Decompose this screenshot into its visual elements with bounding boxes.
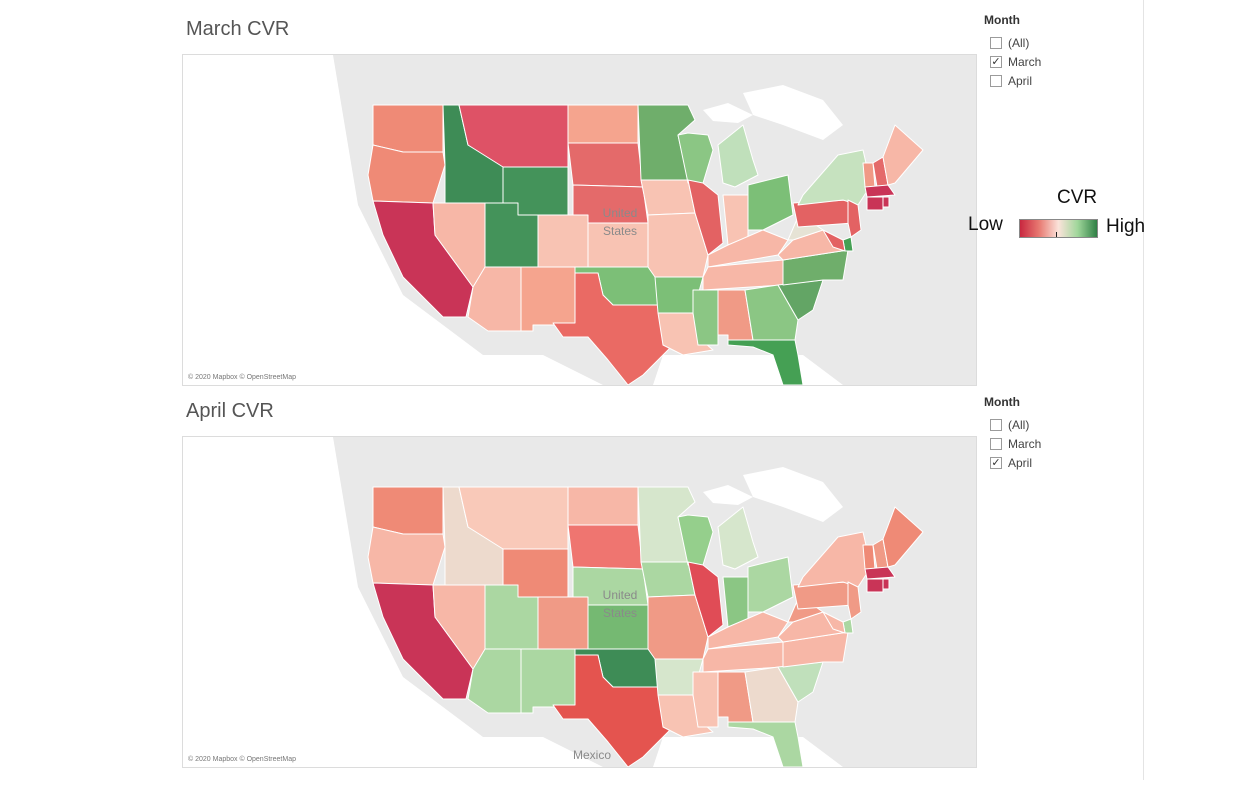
filter-option-all[interactable]: (All): [984, 33, 1124, 52]
country-label-line1: United: [603, 588, 638, 602]
state-co: [537, 596, 589, 650]
state-ia: [640, 179, 696, 216]
gulf-water: [653, 355, 783, 385]
state-ny: [797, 149, 872, 206]
state-wi: [677, 132, 714, 184]
state-ma: [864, 184, 896, 198]
map-attribution: © 2020 Mapbox © OpenStreetMap: [188, 374, 296, 381]
cvr-color-legend: CVR Low High: [965, 183, 1165, 243]
filter-option-label: March: [1008, 54, 1042, 69]
filter-option-april[interactable]: April: [984, 71, 1124, 90]
march-month-filter: Month (All) ✓ March April: [984, 13, 1124, 90]
legend-title: CVR: [1057, 187, 1098, 208]
state-or: [367, 144, 446, 204]
march-map-svg: United States: [333, 55, 976, 385]
state-wa: [372, 486, 444, 535]
gulf-water: [653, 737, 783, 767]
march-cvr-map[interactable]: United States © 2020 Mapbox © OpenStreetM…: [182, 54, 977, 386]
state-sd: [567, 142, 644, 188]
state-ga: [744, 666, 799, 723]
legend-midpoint-tick: [1056, 232, 1057, 237]
state-co: [537, 214, 589, 268]
filter-option-march[interactable]: March: [984, 434, 1124, 453]
state-tx: [552, 272, 674, 385]
filter-option-label: March: [1008, 436, 1042, 451]
state-ms: [692, 289, 719, 346]
country-label-line1: United: [603, 206, 638, 220]
checkbox[interactable]: [990, 437, 1002, 450]
state-ia: [640, 561, 696, 598]
state-sd: [567, 524, 644, 570]
april-cvr-map[interactable]: United States Mexico © 2020 Mapbox © OpenS…: [182, 436, 977, 768]
filter-option-march[interactable]: ✓ March: [984, 52, 1124, 71]
state-ct: [866, 578, 884, 593]
legend-low-label: Low: [968, 214, 1003, 235]
state-fl: [727, 721, 804, 767]
state-nd: [567, 486, 639, 526]
state-fl: [727, 339, 804, 385]
checkbox[interactable]: [990, 36, 1002, 49]
legend-gradient-bar: [1019, 219, 1098, 238]
map-attribution: © 2020 Mapbox © OpenStreetMap: [188, 756, 296, 763]
state-ct: [866, 196, 884, 211]
state-or: [367, 526, 446, 586]
state-il: [687, 561, 724, 638]
state-ga: [744, 284, 799, 341]
state-md: [822, 229, 846, 252]
right-divider: [1143, 0, 1144, 780]
filter-option-all[interactable]: (All): [984, 415, 1124, 434]
state-oh: [747, 556, 794, 613]
state-mi: [717, 124, 759, 188]
filter-option-april[interactable]: ✓ April: [984, 453, 1124, 472]
april-map-svg: United States Mexico: [333, 437, 976, 767]
state-tx: [552, 654, 674, 767]
april-map-title: April CVR: [186, 400, 274, 422]
filter-option-label: (All): [1008, 35, 1030, 50]
state-il: [687, 179, 724, 256]
great-lakes-water: [743, 85, 843, 140]
filter-option-label: (All): [1008, 417, 1030, 432]
state-ri: [882, 196, 890, 208]
country-label-line2: States: [603, 224, 637, 238]
state-nj: [847, 199, 862, 238]
state-ms: [692, 671, 719, 728]
checkbox[interactable]: ✓: [990, 456, 1002, 469]
state-ma: [864, 566, 896, 580]
state-wi: [677, 514, 714, 566]
state-mi: [717, 506, 759, 570]
lake-superior-water: [703, 103, 753, 123]
state-ri: [882, 578, 890, 590]
checkbox[interactable]: [990, 418, 1002, 431]
state-wa: [372, 104, 444, 153]
state-nm: [520, 266, 576, 332]
state-nd: [567, 104, 639, 144]
great-lakes-water: [743, 467, 843, 522]
state-nm: [520, 648, 576, 714]
filter-title: Month: [984, 13, 1020, 27]
checkbox[interactable]: [990, 74, 1002, 87]
state-nj: [847, 581, 862, 620]
checkbox[interactable]: ✓: [990, 55, 1002, 68]
state-me: [882, 506, 924, 568]
filter-option-label: April: [1008, 73, 1033, 88]
state-oh: [747, 174, 794, 231]
lake-superior-water: [703, 485, 753, 505]
filter-option-label: April: [1008, 455, 1033, 470]
march-map-title: March CVR: [186, 18, 290, 40]
april-month-filter: Month (All) March ✓ April: [984, 395, 1124, 472]
filter-title: Month: [984, 395, 1020, 409]
country-label-line2: States: [603, 606, 637, 620]
legend-high-label: High: [1106, 216, 1146, 237]
state-md: [822, 611, 846, 634]
neighbor-country-label: Mexico: [573, 748, 611, 762]
state-ny: [797, 531, 872, 588]
state-me: [882, 124, 924, 186]
